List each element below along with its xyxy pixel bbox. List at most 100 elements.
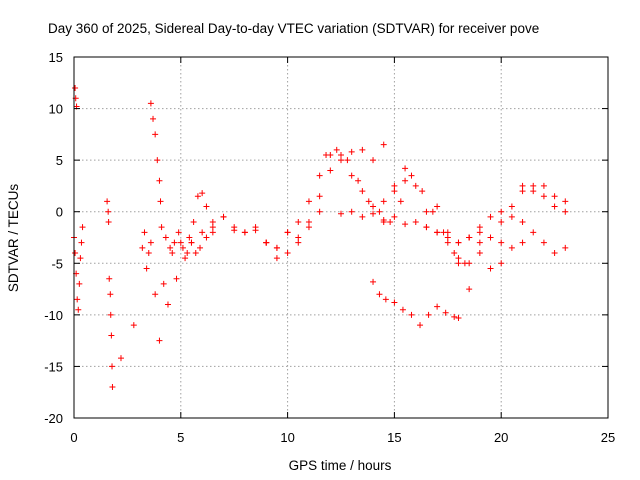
data-point xyxy=(455,255,462,262)
grid xyxy=(74,57,608,418)
series-t13 xyxy=(455,208,569,256)
data-point xyxy=(417,322,424,329)
data-point xyxy=(359,188,366,195)
data-point xyxy=(147,100,154,107)
data-point xyxy=(75,306,82,313)
series-t01 xyxy=(104,198,116,391)
data-point xyxy=(476,224,483,231)
data-point xyxy=(540,239,547,246)
data-point xyxy=(316,208,323,215)
data-point xyxy=(498,260,505,267)
data-point xyxy=(425,311,432,318)
data-point xyxy=(380,141,387,148)
data-point xyxy=(562,198,569,205)
data-point xyxy=(370,278,377,285)
data-point xyxy=(519,239,526,246)
data-point xyxy=(508,213,515,220)
data-point xyxy=(498,219,505,226)
data-point xyxy=(173,275,180,282)
data-point xyxy=(305,224,312,231)
data-point xyxy=(434,229,441,236)
data-point xyxy=(77,255,84,262)
data-point xyxy=(451,313,458,320)
data-point xyxy=(498,208,505,215)
data-point xyxy=(408,311,415,318)
data-point xyxy=(399,306,406,313)
data-point xyxy=(348,172,355,179)
data-point xyxy=(199,229,206,236)
data-point xyxy=(508,203,515,210)
data-point xyxy=(169,249,176,256)
data-point xyxy=(391,182,398,189)
data-point xyxy=(167,244,174,251)
x-axis-label: GPS time / hours xyxy=(289,458,392,473)
data-point xyxy=(107,291,114,298)
series-t12 xyxy=(423,224,505,272)
data-point xyxy=(382,296,389,303)
chart-title: Day 360 of 2025, Sidereal Day-to-day VTE… xyxy=(48,21,539,36)
data-point xyxy=(376,291,383,298)
data-point xyxy=(444,239,451,246)
data-point xyxy=(519,188,526,195)
data-point xyxy=(220,213,227,220)
data-point xyxy=(152,131,159,138)
data-point xyxy=(408,172,415,179)
data-point xyxy=(376,208,383,215)
data-point xyxy=(387,219,394,226)
data-point xyxy=(519,219,526,226)
series-t08 xyxy=(323,146,468,267)
y-tick-label: -5 xyxy=(51,256,63,271)
data-point xyxy=(391,188,398,195)
data-point xyxy=(179,244,186,251)
data-point xyxy=(190,219,197,226)
data-point xyxy=(355,177,362,184)
data-point xyxy=(327,167,334,174)
data-point xyxy=(188,239,195,246)
y-tick-label: -10 xyxy=(44,308,63,323)
data-point xyxy=(109,363,116,370)
data-point xyxy=(498,239,505,246)
data-point xyxy=(284,229,291,236)
data-point xyxy=(273,255,280,262)
series-t02 xyxy=(117,100,164,362)
data-point xyxy=(455,260,462,267)
data-point xyxy=(241,229,248,236)
data-point xyxy=(370,157,377,164)
data-point xyxy=(203,203,210,210)
data-point xyxy=(476,229,483,236)
data-point xyxy=(175,229,182,236)
data-point xyxy=(152,291,159,298)
series-t03 xyxy=(139,190,210,344)
data-point xyxy=(316,172,323,179)
data-point xyxy=(78,239,85,246)
data-point xyxy=(444,229,451,236)
data-point xyxy=(162,234,169,241)
y-tick-label: 10 xyxy=(49,102,63,117)
data-point xyxy=(130,322,137,329)
data-point xyxy=(476,249,483,256)
data-point xyxy=(348,148,355,155)
data-point xyxy=(141,229,148,236)
y-tick-label: 0 xyxy=(56,205,63,220)
data-point xyxy=(551,193,558,200)
data-point xyxy=(476,239,483,246)
series-t14 xyxy=(466,229,526,251)
data-point xyxy=(72,249,79,256)
data-point xyxy=(487,213,494,220)
data-point xyxy=(423,224,430,231)
y-tick-label: -15 xyxy=(44,359,63,374)
data-point xyxy=(551,203,558,210)
y-axis-label: SDTVAR / TECUs xyxy=(6,184,21,293)
data-point xyxy=(451,249,458,256)
data-point xyxy=(273,244,280,251)
data-point xyxy=(171,239,178,246)
data-point xyxy=(158,224,165,231)
data-point xyxy=(466,234,473,241)
data-point xyxy=(397,198,404,205)
data-point xyxy=(402,177,409,184)
data-point xyxy=(466,260,473,267)
data-point xyxy=(338,157,344,164)
data-point xyxy=(252,227,259,234)
data-point xyxy=(150,115,157,122)
data-point xyxy=(72,84,79,91)
